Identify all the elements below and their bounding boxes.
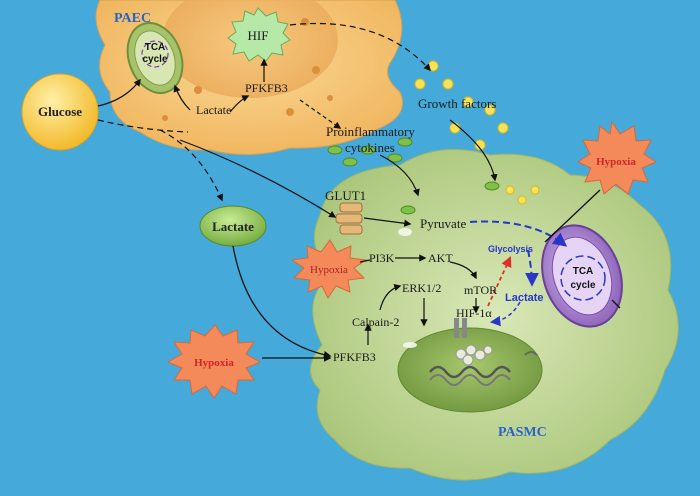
mtor-label: mTOR xyxy=(464,283,497,297)
dna-strand xyxy=(429,365,511,379)
cytokine-particles xyxy=(327,137,500,215)
lactate-top-label: Lactate xyxy=(196,103,231,117)
lactate-node-label: Lactate xyxy=(212,219,254,234)
proinflammatory-label: Proinflammatory xyxy=(326,124,415,139)
hypoxia-burst-bottom: Hypoxia xyxy=(166,324,262,399)
glucose-node: Glucose xyxy=(21,73,99,151)
hypoxia-label-right: Hypoxia xyxy=(596,156,636,168)
hypoxia-burst-right: Hypoxia xyxy=(576,120,658,195)
hypoxia-label-mid: Hypoxia xyxy=(310,264,348,276)
erk-label: ERK1/2 xyxy=(402,281,441,295)
nuclear-pore xyxy=(454,318,459,338)
tca-label-small: TCA xyxy=(145,42,166,53)
pfkfb3-bottom-label: PFKFB3 xyxy=(333,350,376,364)
pasmc-mitochondrion: TCA cycle xyxy=(541,224,623,328)
cytokines-label: cytokines xyxy=(345,140,395,155)
pi3k-label: PI3K xyxy=(369,251,395,265)
tca-label-big: TCA xyxy=(573,266,594,277)
tca-cycle-arrows-small xyxy=(141,40,169,68)
pyruvate-label: Pyruvate xyxy=(420,216,466,231)
growth-factors-label: Growth factors xyxy=(418,96,496,111)
tca-label-big-2: cycle xyxy=(570,280,595,291)
glut1-label: GLUT1 xyxy=(325,188,366,203)
calpain-label: Calpain-2 xyxy=(352,315,399,329)
glucose-label: Glucose xyxy=(38,104,82,119)
hif1a-label: HIF-1α xyxy=(456,306,492,320)
glycolysis-label: Glycolysis xyxy=(488,244,533,254)
hif-label: HIF xyxy=(248,28,269,43)
tca-label-small-2: cycle xyxy=(142,54,167,65)
paec-mitochondrion: TCA cycle xyxy=(126,22,184,94)
hypoxia-burst-mid: Hypoxia xyxy=(290,239,368,299)
hypoxia-label-bottom: Hypoxia xyxy=(194,357,234,369)
dna-strand-2 xyxy=(429,374,511,386)
lactate-node: Lactate xyxy=(199,205,267,247)
glut1-transporter xyxy=(335,202,363,235)
pasmc-nucleus xyxy=(397,327,543,413)
pfkfb3-top-label: PFKFB3 xyxy=(245,81,288,95)
pasmc-title: PASMC xyxy=(498,425,547,440)
tca-cycle-arrows-big xyxy=(560,255,606,301)
akt-label: AKT xyxy=(428,251,453,265)
pathway-arrows xyxy=(97,22,621,362)
hif-complex-beads xyxy=(455,344,493,366)
lactate-inner-label: Lactate xyxy=(505,292,544,304)
paec-title: PAEC xyxy=(114,11,151,26)
hif-burst: HIF xyxy=(227,7,291,62)
